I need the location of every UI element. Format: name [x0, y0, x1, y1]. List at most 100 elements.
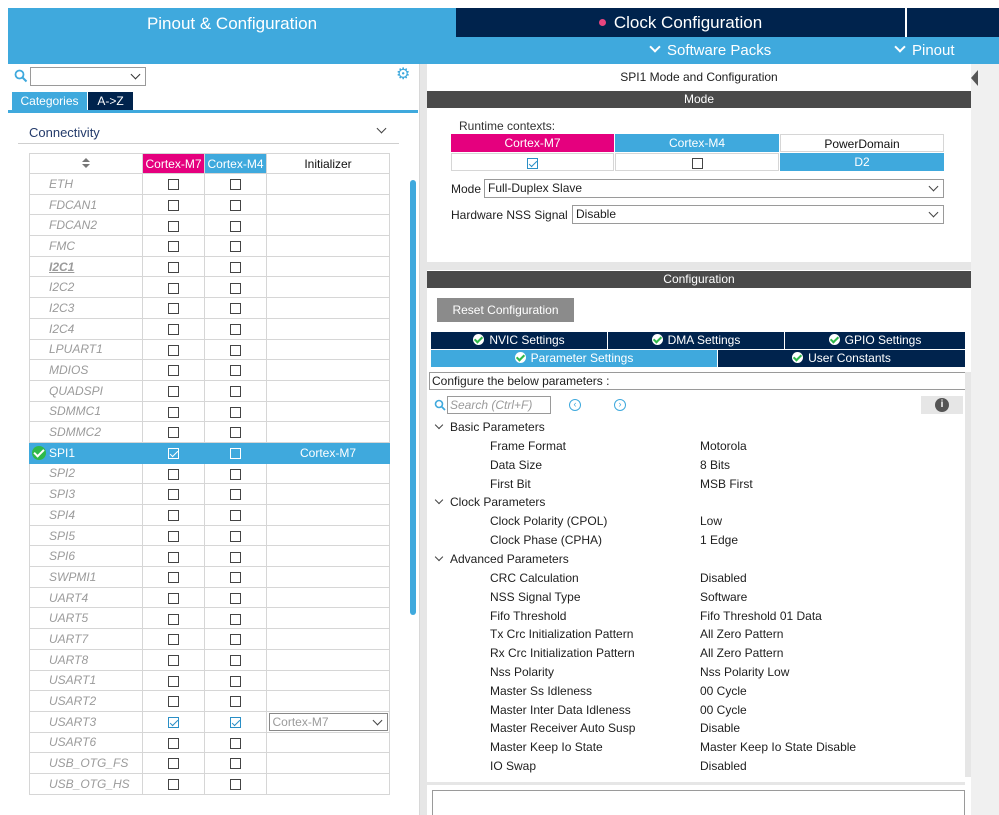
table-row[interactable]: USB_OTG_HS: [29, 772, 390, 795]
info-button[interactable]: i: [921, 396, 963, 414]
m7-checkbox[interactable]: [168, 303, 179, 315]
parameter-value[interactable]: 1 Edge: [700, 533, 739, 548]
nss-select[interactable]: Disable: [572, 205, 944, 224]
table-row[interactable]: USART3 Cortex-M7: [29, 710, 390, 733]
m4-checkbox[interactable]: [230, 654, 241, 666]
tab-user-constants[interactable]: User Constants: [718, 350, 965, 367]
m7-checkbox[interactable]: [168, 758, 179, 770]
table-row[interactable]: SDMMC1: [29, 400, 390, 423]
m4-checkbox[interactable]: [230, 489, 241, 501]
m4-checkbox[interactable]: [230, 406, 241, 418]
tab-pinout-configuration[interactable]: Pinout & Configuration: [8, 8, 456, 64]
table-row[interactable]: SPI4: [29, 504, 390, 526]
m7-checkbox[interactable]: [168, 572, 179, 584]
m4-checkbox[interactable]: [230, 179, 241, 191]
parameter-group[interactable]: Clock Parameters: [434, 495, 545, 509]
m4-checkbox[interactable]: [230, 261, 241, 273]
collapse-arrow-icon[interactable]: [971, 70, 978, 86]
table-row[interactable]: LPUART1: [29, 338, 390, 361]
m7-checkbox[interactable]: [168, 779, 179, 791]
m4-checkbox[interactable]: [230, 241, 241, 253]
parameter-value[interactable]: 00 Cycle: [700, 702, 747, 717]
m4-checkbox[interactable]: [230, 427, 241, 439]
table-row[interactable]: SDMMC2: [29, 421, 390, 443]
table-row[interactable]: USART6: [29, 731, 390, 754]
m4-checkbox[interactable]: [230, 282, 241, 294]
m4-checkbox[interactable]: [230, 220, 241, 232]
table-row[interactable]: SPI6: [29, 545, 390, 568]
parameter-value[interactable]: Motorola: [700, 439, 747, 453]
tab-dma-settings[interactable]: DMA Settings: [608, 332, 784, 349]
m7-checkbox[interactable]: [168, 406, 179, 418]
table-row[interactable]: FDCAN1: [29, 193, 390, 216]
mode-select[interactable]: Full-Duplex Slave: [484, 179, 944, 198]
search-prev-icon[interactable]: ‹: [569, 399, 581, 411]
parameter-value[interactable]: All Zero Pattern: [700, 646, 784, 661]
m4-checkbox[interactable]: [230, 572, 241, 584]
parameter-search-input[interactable]: Search (Ctrl+F): [447, 396, 551, 414]
left-scrollbar[interactable]: [410, 180, 416, 615]
m7-checkbox[interactable]: [168, 510, 179, 522]
software-packs-menu[interactable]: Software Packs: [649, 41, 771, 59]
search-next-icon[interactable]: ›: [614, 399, 626, 411]
reset-configuration-button[interactable]: Reset Configuration: [437, 298, 574, 322]
tab-clock-configuration[interactable]: Clock Configuration: [456, 8, 905, 37]
parameter-value[interactable]: All Zero Pattern: [700, 627, 784, 642]
table-row[interactable]: UART7: [29, 628, 390, 650]
m4-checkbox[interactable]: [230, 696, 241, 708]
table-row[interactable]: FMC: [29, 235, 390, 257]
parameter-value[interactable]: Disabled: [700, 571, 747, 585]
parameter-value[interactable]: 8 Bits: [700, 457, 731, 472]
tab-a-z[interactable]: A->Z: [88, 92, 133, 110]
m7-checkbox[interactable]: [168, 199, 179, 211]
table-row[interactable]: QUADSPI: [29, 379, 390, 402]
m7-checkbox[interactable]: [168, 675, 179, 687]
table-row[interactable]: I2C2: [29, 276, 390, 299]
ctx-m4-checkbox[interactable]: [691, 158, 703, 170]
m7-checkbox[interactable]: [168, 592, 179, 604]
pinout-menu[interactable]: Pinout: [894, 41, 955, 59]
parameter-scrollbar[interactable]: [965, 372, 971, 777]
ctx-m7-checkbox[interactable]: [527, 158, 538, 170]
parameter-group[interactable]: Basic Parameters: [434, 420, 545, 434]
parameter-value[interactable]: Disabled: [700, 759, 747, 773]
m4-checkbox[interactable]: [230, 613, 241, 625]
m4-checkbox[interactable]: [230, 758, 241, 770]
tab-categories[interactable]: Categories: [12, 92, 87, 110]
parameter-value[interactable]: Disable: [700, 721, 741, 736]
header-cortex-m7[interactable]: Cortex-M7: [142, 153, 205, 174]
m7-checkbox[interactable]: [168, 344, 179, 356]
table-row[interactable]: I2C4: [29, 317, 390, 340]
m7-checkbox[interactable]: [168, 323, 179, 335]
m7-checkbox[interactable]: [168, 386, 179, 398]
parameter-value[interactable]: Nss Polarity Low: [700, 665, 790, 679]
table-row[interactable]: SPI1 Cortex-M7: [29, 441, 390, 464]
m7-checkbox[interactable]: [168, 282, 179, 294]
m4-checkbox[interactable]: [230, 737, 241, 749]
tab-nvic-settings[interactable]: NVIC Settings: [431, 332, 607, 349]
m7-checkbox[interactable]: [168, 634, 179, 646]
m7-checkbox[interactable]: [168, 365, 179, 377]
table-row[interactable]: USART1: [29, 669, 390, 692]
m4-checkbox[interactable]: [230, 365, 241, 377]
initializer-select[interactable]: Cortex-M7: [268, 712, 388, 731]
category-connectivity[interactable]: Connectivity: [18, 120, 399, 144]
m7-checkbox[interactable]: [168, 468, 179, 480]
m7-checkbox[interactable]: [168, 717, 179, 729]
parameter-value[interactable]: Software: [700, 589, 748, 604]
m4-checkbox[interactable]: [230, 717, 241, 729]
search-combo[interactable]: [30, 67, 146, 86]
header-cortex-m4[interactable]: Cortex-M4: [204, 153, 267, 174]
m7-checkbox[interactable]: [168, 427, 179, 439]
m7-checkbox[interactable]: [168, 613, 179, 625]
m7-checkbox[interactable]: [168, 737, 179, 749]
parameter-value[interactable]: Low: [700, 514, 723, 529]
splitter[interactable]: [420, 64, 427, 815]
m7-checkbox[interactable]: [168, 179, 179, 191]
parameter-value[interactable]: 00 Cycle: [700, 683, 747, 698]
tab-gpio-settings[interactable]: GPIO Settings: [785, 332, 965, 349]
m4-checkbox[interactable]: [230, 386, 241, 398]
m4-checkbox[interactable]: [230, 468, 241, 480]
parameter-group[interactable]: Advanced Parameters: [434, 552, 569, 566]
table-row[interactable]: SPI2: [29, 462, 390, 485]
